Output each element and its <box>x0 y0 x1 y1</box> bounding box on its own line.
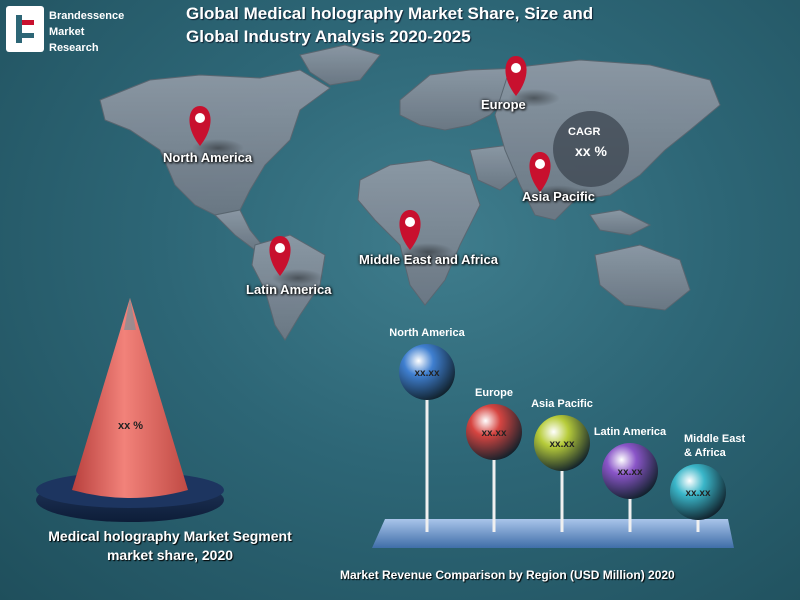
lollipop-ball <box>670 464 726 520</box>
lollipop-value-label: xx.xx <box>549 439 574 450</box>
segment-cone <box>36 298 224 522</box>
chart-title: Market Revenue Comparison by Region (USD… <box>340 568 675 582</box>
lollipop-category-label: & Africa <box>684 447 727 459</box>
lollipop-ball <box>466 404 522 460</box>
brand-name-line2: Market <box>49 26 85 38</box>
cagr-circle <box>553 111 629 187</box>
pin-europe-icon <box>505 56 560 107</box>
lollipop-value-label: xx.xx <box>414 368 439 379</box>
cone-value: xx % <box>118 420 144 432</box>
cagr-label: CAGR <box>568 126 601 138</box>
lollipop-ball <box>534 415 590 471</box>
map-label-asia-pacific: Asia Pacific <box>522 189 595 204</box>
brand-name-line1: Brandessence <box>49 10 125 22</box>
segment-caption-line2: market share, 2020 <box>106 547 234 563</box>
pin-latin-america-icon <box>269 236 324 287</box>
page-title-line2: Global Industry Analysis 2020-2025 <box>186 27 471 46</box>
lollipop-category-label: Asia Pacific <box>531 398 593 410</box>
page-title-line1: Global Medical holography Market Share, … <box>186 4 594 23</box>
lollipop-value-label: xx.xx <box>617 467 642 478</box>
map-label-europe: Europe <box>481 97 526 112</box>
lollipop-category-label: North America <box>389 327 465 339</box>
pin-middle-east-africa-icon <box>399 210 454 261</box>
lollipop-category-label: Middle East <box>684 433 745 445</box>
lollipop-category-label: Europe <box>475 387 513 399</box>
brand-logo <box>6 6 44 52</box>
map-label-latin-america: Latin America <box>246 282 332 297</box>
lollipop-ball <box>399 344 455 400</box>
map-label-middle-east-africa: Middle East and Africa <box>359 252 498 267</box>
lollipop-category-label: Latin America <box>594 426 667 438</box>
lollipop-value-label: xx.xx <box>685 488 710 499</box>
lollipop-value-label: xx.xx <box>481 428 506 439</box>
chart-platform <box>372 519 734 548</box>
brand-name-line3: Research <box>49 42 99 54</box>
segment-caption-line1: Medical holography Market Segment <box>48 528 292 544</box>
pin-north-america-icon <box>189 106 244 157</box>
pin-asia-pacific-icon <box>529 152 584 203</box>
map-label-north-america: North America <box>163 150 253 165</box>
lollipop-ball <box>602 443 658 499</box>
cagr-value: xx % <box>575 143 607 159</box>
